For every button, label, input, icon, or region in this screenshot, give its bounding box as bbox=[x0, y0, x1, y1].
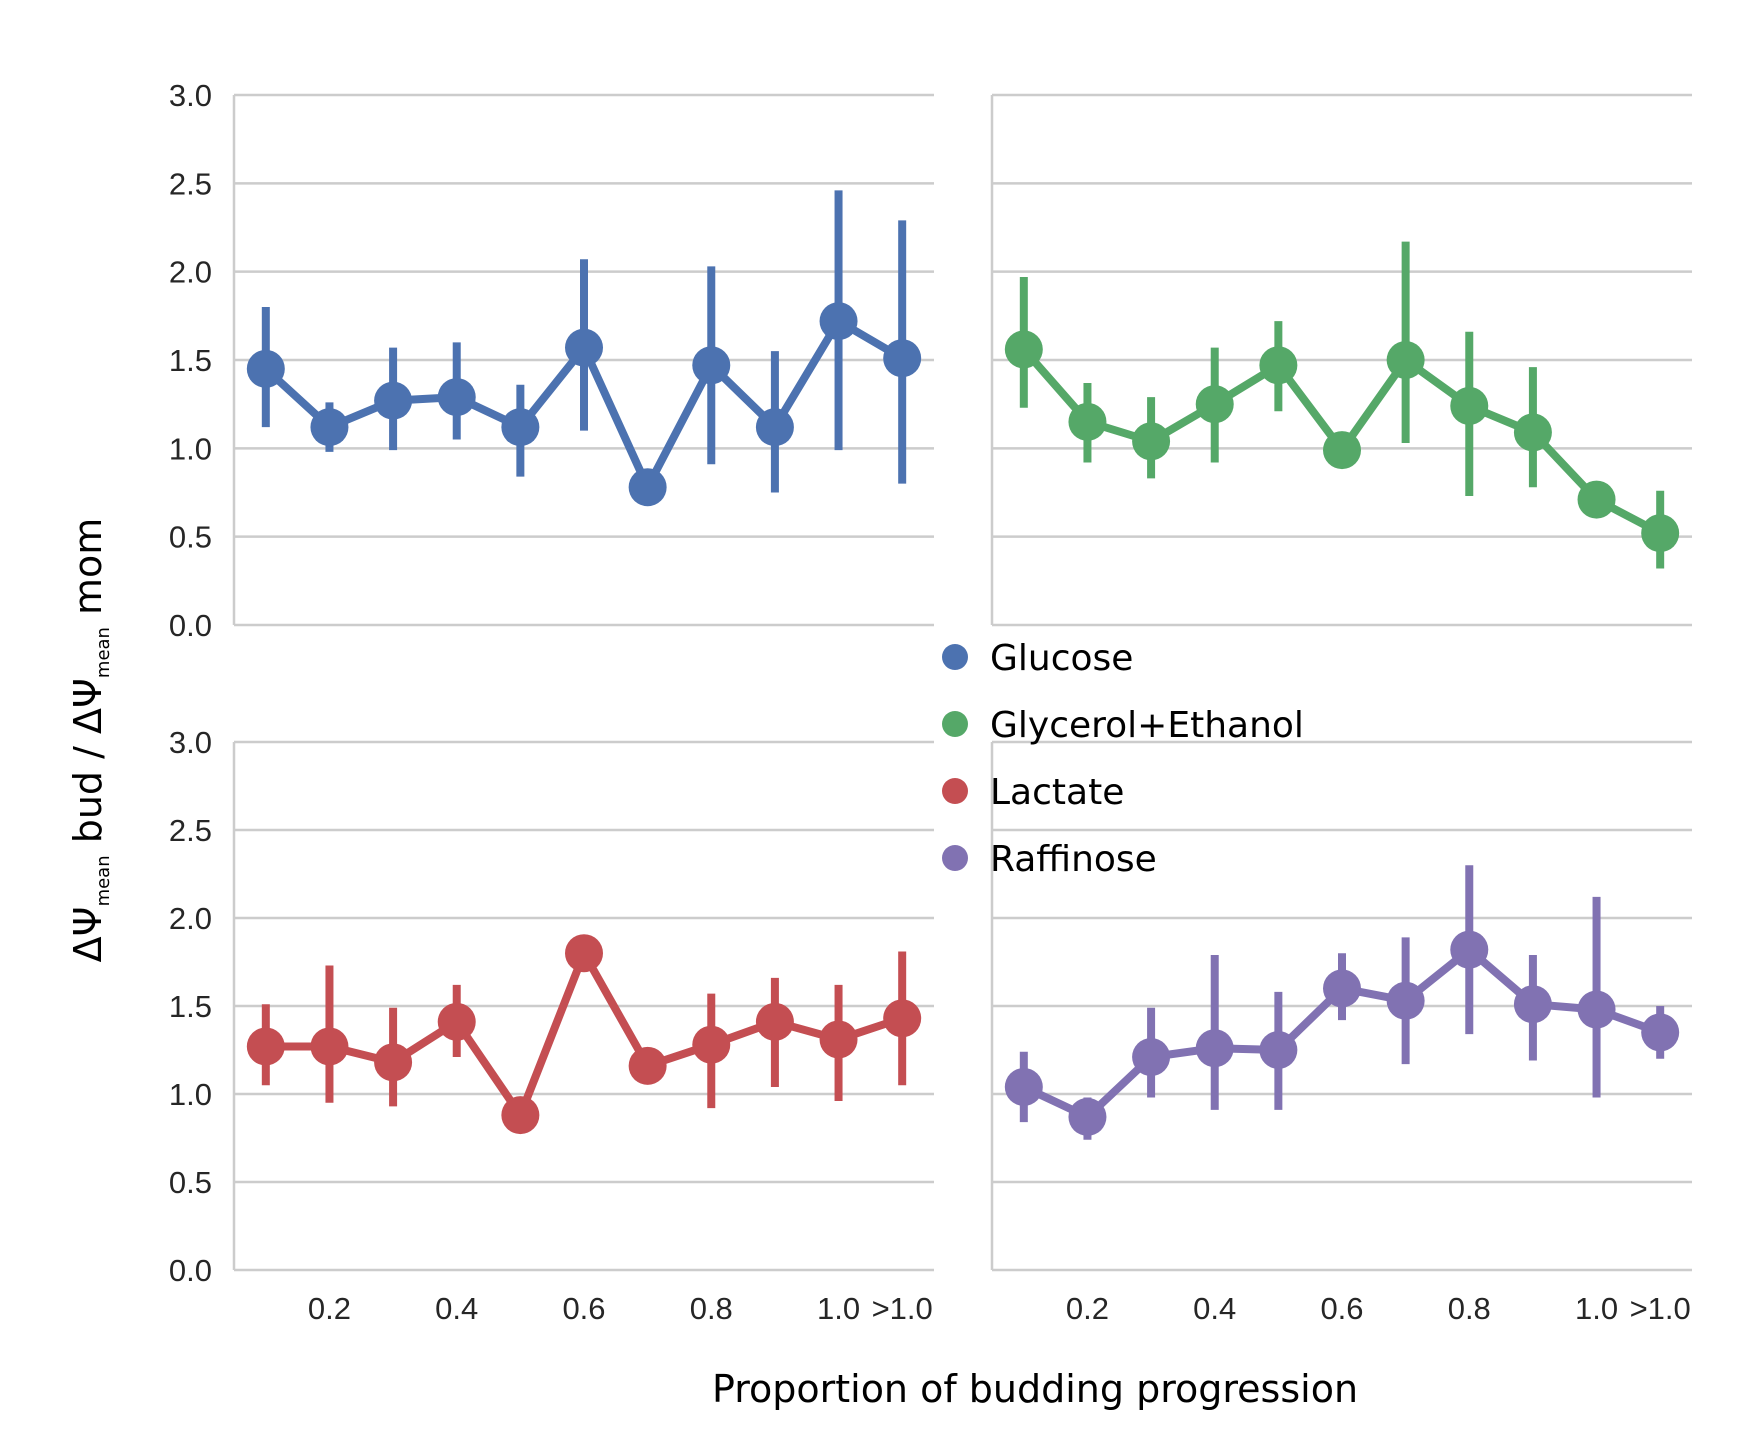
data-point bbox=[819, 1020, 858, 1059]
x-tick-label: 0.2 bbox=[308, 1291, 351, 1326]
x-tick-label: 0.6 bbox=[562, 1291, 605, 1326]
data-point bbox=[755, 1002, 794, 1041]
data-point bbox=[1386, 341, 1425, 379]
data-point bbox=[883, 999, 922, 1038]
data-point bbox=[1132, 1038, 1171, 1077]
data-point bbox=[1004, 1067, 1043, 1106]
x-tick-label: 1.0 bbox=[817, 1291, 860, 1326]
x-tick-label: 0.6 bbox=[1320, 1291, 1363, 1326]
data-point bbox=[1068, 402, 1107, 441]
y-axis-title-sub1: mean bbox=[93, 855, 114, 906]
x-tick-label: >1.0 bbox=[872, 1291, 933, 1326]
y-axis-title-part3: mom bbox=[66, 518, 110, 627]
data-point bbox=[1323, 431, 1361, 470]
panel-raffinose: 0.2 0.4 0.6 0.8 1.0 >1.0 bbox=[990, 740, 1692, 1326]
legend-item: Raffinose bbox=[942, 839, 1157, 880]
data-point bbox=[1450, 930, 1489, 969]
data-point bbox=[1450, 386, 1489, 425]
data-point bbox=[310, 408, 349, 447]
legend-item: Glucose bbox=[942, 638, 1133, 679]
x-tick-label: 1.0 bbox=[1575, 1291, 1618, 1326]
legend-label: Glucose bbox=[990, 638, 1133, 679]
data-point bbox=[1386, 981, 1425, 1020]
y-tick-label: 1.5 bbox=[169, 343, 212, 378]
x-axis-title: Proportion of budding progression bbox=[712, 1367, 1358, 1411]
data-point bbox=[1195, 385, 1234, 424]
data-point bbox=[1195, 1029, 1234, 1068]
data-point bbox=[1259, 346, 1298, 385]
data-point bbox=[437, 1002, 476, 1041]
data-point bbox=[374, 381, 413, 420]
panel-lactate: 0.0 0.5 1.0 1.5 2.0 2.5 3.0 0.2 0.4 0.6 0.8 1.0 >1.0 bbox=[169, 725, 934, 1326]
data-point bbox=[692, 1025, 731, 1064]
y-tick-label: 1.0 bbox=[169, 431, 212, 466]
data-point bbox=[1577, 480, 1616, 519]
x-tick-label: >1.0 bbox=[1630, 1291, 1691, 1326]
data-point bbox=[501, 1096, 540, 1135]
y-tick-label: 0.0 bbox=[169, 608, 212, 643]
data-point bbox=[628, 1046, 667, 1085]
legend-marker bbox=[942, 644, 968, 670]
panel-glycerol-ethanol bbox=[990, 93, 1692, 627]
y-tick-label: 1.0 bbox=[169, 1077, 212, 1112]
data-point bbox=[565, 934, 603, 973]
legend-label: Raffinose bbox=[990, 839, 1157, 880]
y-tick-label: 1.5 bbox=[169, 989, 212, 1024]
x-tick-label: 0.8 bbox=[1448, 1291, 1491, 1326]
panel-glucose: 0.0 0.5 1.0 1.5 2.0 2.5 3.0 bbox=[169, 78, 934, 643]
y-tick-label: 3.0 bbox=[169, 78, 212, 113]
x-tick-label: 0.2 bbox=[1066, 1291, 1109, 1326]
data-point bbox=[1068, 1097, 1107, 1136]
y-axis-title: ΔΨmean bud / ΔΨmean mom bbox=[66, 518, 114, 963]
data-point bbox=[310, 1027, 349, 1066]
y-tick-label: 2.5 bbox=[169, 166, 212, 201]
data-point bbox=[1323, 969, 1361, 1008]
y-tick-label: 2.5 bbox=[169, 813, 212, 848]
x-tick-label: 0.4 bbox=[435, 1291, 478, 1326]
data-point bbox=[1004, 330, 1043, 369]
legend-marker bbox=[942, 711, 968, 737]
legend-item: Lactate bbox=[942, 772, 1124, 813]
data-point bbox=[501, 408, 540, 447]
data-point bbox=[246, 1027, 285, 1066]
data-point bbox=[883, 339, 922, 378]
y-axis-title-part1: ΔΨ bbox=[66, 906, 110, 962]
data-point bbox=[755, 408, 794, 447]
y-axis-title-sub2: mean bbox=[93, 627, 114, 678]
y-tick-label: 0.0 bbox=[169, 1253, 212, 1288]
data-point bbox=[565, 328, 603, 367]
legend-label: Glycerol+Ethanol bbox=[990, 705, 1304, 746]
data-point bbox=[374, 1043, 413, 1082]
legend-marker bbox=[942, 778, 968, 804]
y-tick-label: 2.0 bbox=[169, 901, 212, 936]
data-point bbox=[1641, 514, 1680, 553]
data-point bbox=[1513, 413, 1552, 452]
data-point bbox=[1132, 422, 1171, 461]
data-point bbox=[692, 346, 731, 385]
y-tick-label: 2.0 bbox=[169, 255, 212, 290]
chart-panels: 0.0 0.5 1.0 1.5 2.0 2.5 3.0 0.0 0.5 1.0 1.5 2.0 2.5 3… bbox=[169, 78, 1692, 1326]
legend-item: Glycerol+Ethanol bbox=[942, 705, 1304, 746]
x-tick-label: 0.4 bbox=[1193, 1291, 1236, 1326]
y-axis-title-part2: bud / ΔΨ bbox=[66, 678, 110, 855]
data-point bbox=[1513, 985, 1552, 1024]
y-tick-label: 0.5 bbox=[169, 520, 212, 555]
legend: Glucose Glycerol+Ethanol Lactate Raffinose bbox=[942, 638, 1304, 880]
series-line bbox=[265, 949, 904, 1120]
data-point bbox=[1641, 1013, 1680, 1052]
legend-label: Lactate bbox=[990, 772, 1124, 813]
x-tick-label: 0.8 bbox=[690, 1291, 733, 1326]
data-point bbox=[1259, 1031, 1298, 1069]
y-tick-label: 3.0 bbox=[169, 725, 212, 760]
y-tick-label: 0.5 bbox=[169, 1165, 212, 1200]
data-point bbox=[1577, 990, 1616, 1029]
data-point bbox=[628, 468, 667, 507]
legend-marker bbox=[942, 845, 968, 871]
data-point bbox=[246, 349, 285, 388]
data-point bbox=[437, 378, 476, 417]
data-point bbox=[819, 302, 858, 341]
